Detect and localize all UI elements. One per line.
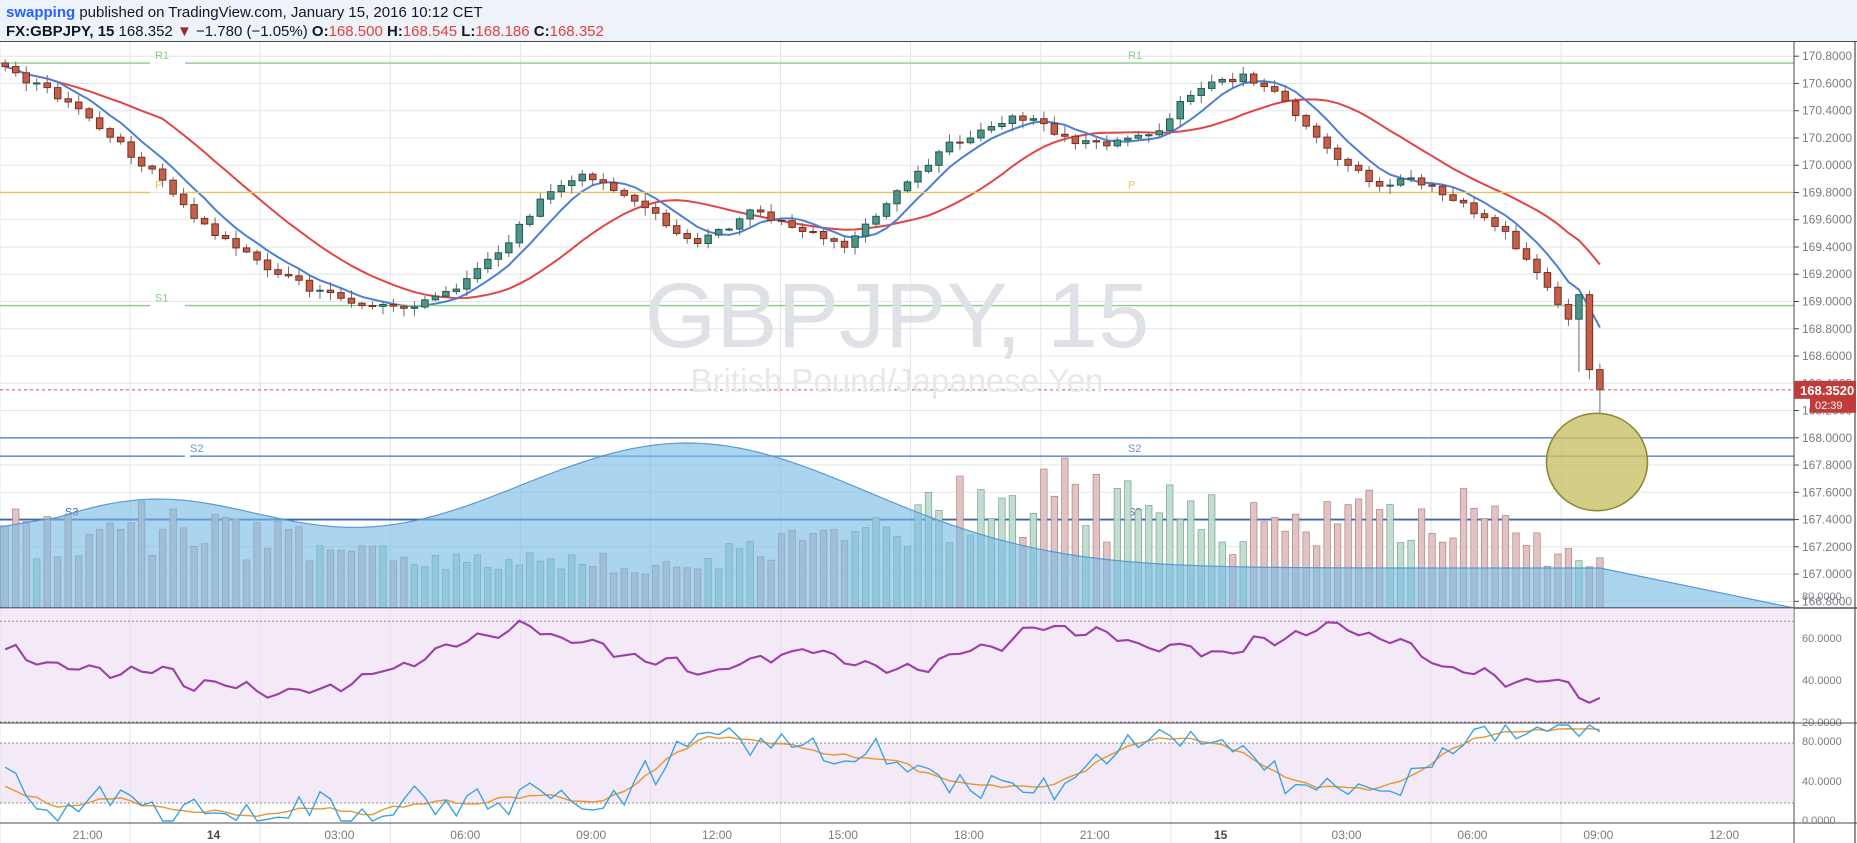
svg-text:21:00: 21:00 <box>73 828 103 842</box>
svg-text:168.0000: 168.0000 <box>1802 431 1852 445</box>
svg-text:40.0000: 40.0000 <box>1802 776 1842 788</box>
svg-text:03:00: 03:00 <box>324 828 354 842</box>
svg-text:R1: R1 <box>155 50 169 62</box>
svg-text:169.8000: 169.8000 <box>1802 185 1852 199</box>
svg-text:60.0000: 60.0000 <box>1802 633 1842 645</box>
svg-text:P: P <box>1128 179 1135 191</box>
svg-text:80.0000: 80.0000 <box>1802 591 1842 603</box>
svg-text:167.6000: 167.6000 <box>1802 485 1852 499</box>
svg-text:169.2000: 169.2000 <box>1802 267 1852 281</box>
svg-text:GBPJPY, 15: GBPJPY, 15 <box>645 265 1150 367</box>
svg-text:80.0000: 80.0000 <box>1802 736 1842 748</box>
svg-text:21:00: 21:00 <box>1080 828 1110 842</box>
svg-text:06:00: 06:00 <box>450 828 480 842</box>
svg-text:168.8000: 168.8000 <box>1802 322 1852 336</box>
svg-text:167.2000: 167.2000 <box>1802 540 1852 554</box>
svg-text:18:00: 18:00 <box>954 828 984 842</box>
svg-text:169.4000: 169.4000 <box>1802 240 1852 254</box>
svg-text:170.0000: 170.0000 <box>1802 158 1852 172</box>
svg-text:09:00: 09:00 <box>576 828 606 842</box>
svg-text:170.8000: 170.8000 <box>1802 49 1852 63</box>
svg-text:40.0000: 40.0000 <box>1802 675 1842 687</box>
svg-text:170.4000: 170.4000 <box>1802 104 1852 118</box>
svg-text:03:00: 03:00 <box>1332 828 1362 842</box>
svg-text:167.0000: 167.0000 <box>1802 567 1852 581</box>
svg-text:15:00: 15:00 <box>828 828 858 842</box>
svg-text:British Pound/Japanese Yen: British Pound/Japanese Yen <box>691 362 1104 399</box>
svg-text:02:39: 02:39 <box>1815 400 1843 412</box>
svg-text:167.8000: 167.8000 <box>1802 458 1852 472</box>
svg-text:0.0000: 0.0000 <box>1802 815 1836 827</box>
svg-text:168.6000: 168.6000 <box>1802 349 1852 363</box>
svg-text:12:00: 12:00 <box>702 828 732 842</box>
svg-text:169.0000: 169.0000 <box>1802 295 1852 309</box>
svg-text:12:00: 12:00 <box>1709 828 1739 842</box>
svg-text:167.4000: 167.4000 <box>1802 513 1852 527</box>
svg-text:169.6000: 169.6000 <box>1802 213 1852 227</box>
svg-text:S2: S2 <box>190 443 203 455</box>
svg-text:P: P <box>155 179 162 191</box>
svg-text:09:00: 09:00 <box>1583 828 1613 842</box>
svg-text:170.6000: 170.6000 <box>1802 76 1852 90</box>
svg-text:14: 14 <box>207 828 221 842</box>
svg-text:R1: R1 <box>1128 50 1142 62</box>
svg-text:06:00: 06:00 <box>1457 828 1487 842</box>
svg-text:S2: S2 <box>1128 443 1141 455</box>
svg-text:15: 15 <box>1214 828 1228 842</box>
svg-text:168.3520: 168.3520 <box>1800 383 1854 398</box>
svg-text:170.2000: 170.2000 <box>1802 131 1852 145</box>
svg-text:S1: S1 <box>155 293 168 305</box>
